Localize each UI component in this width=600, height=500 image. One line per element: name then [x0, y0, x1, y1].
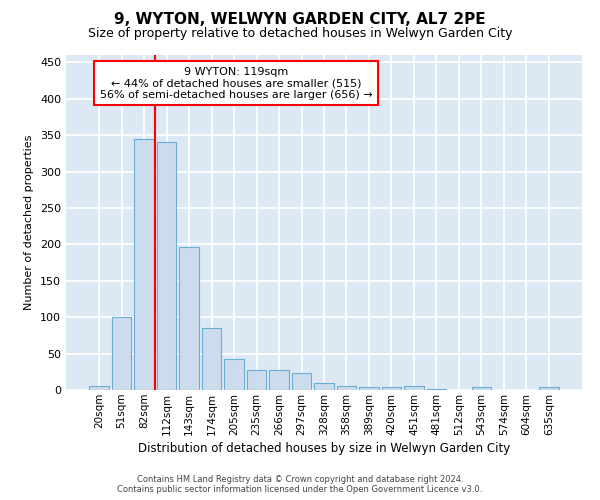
Bar	[404, 386, 424, 390]
Bar	[472, 387, 491, 390]
Bar	[359, 387, 379, 390]
Bar	[292, 372, 311, 390]
Text: Contains HM Land Registry data © Crown copyright and database right 2024.
Contai: Contains HM Land Registry data © Crown c…	[118, 474, 482, 494]
Bar	[224, 358, 244, 390]
Bar	[337, 386, 356, 390]
Bar	[202, 328, 221, 390]
Text: Size of property relative to detached houses in Welwyn Garden City: Size of property relative to detached ho…	[88, 28, 512, 40]
Bar	[134, 138, 154, 390]
Bar	[247, 370, 266, 390]
Bar	[112, 317, 131, 390]
Bar	[269, 370, 289, 390]
Bar	[89, 386, 109, 390]
Text: 9, WYTON, WELWYN GARDEN CITY, AL7 2PE: 9, WYTON, WELWYN GARDEN CITY, AL7 2PE	[114, 12, 486, 28]
Bar	[314, 382, 334, 390]
Bar	[157, 142, 176, 390]
Bar	[539, 387, 559, 390]
X-axis label: Distribution of detached houses by size in Welwyn Garden City: Distribution of detached houses by size …	[138, 442, 510, 455]
Y-axis label: Number of detached properties: Number of detached properties	[25, 135, 34, 310]
Bar	[382, 387, 401, 390]
Text: 9 WYTON: 119sqm
← 44% of detached houses are smaller (515)
56% of semi-detached : 9 WYTON: 119sqm ← 44% of detached houses…	[100, 66, 373, 100]
Bar	[179, 246, 199, 390]
